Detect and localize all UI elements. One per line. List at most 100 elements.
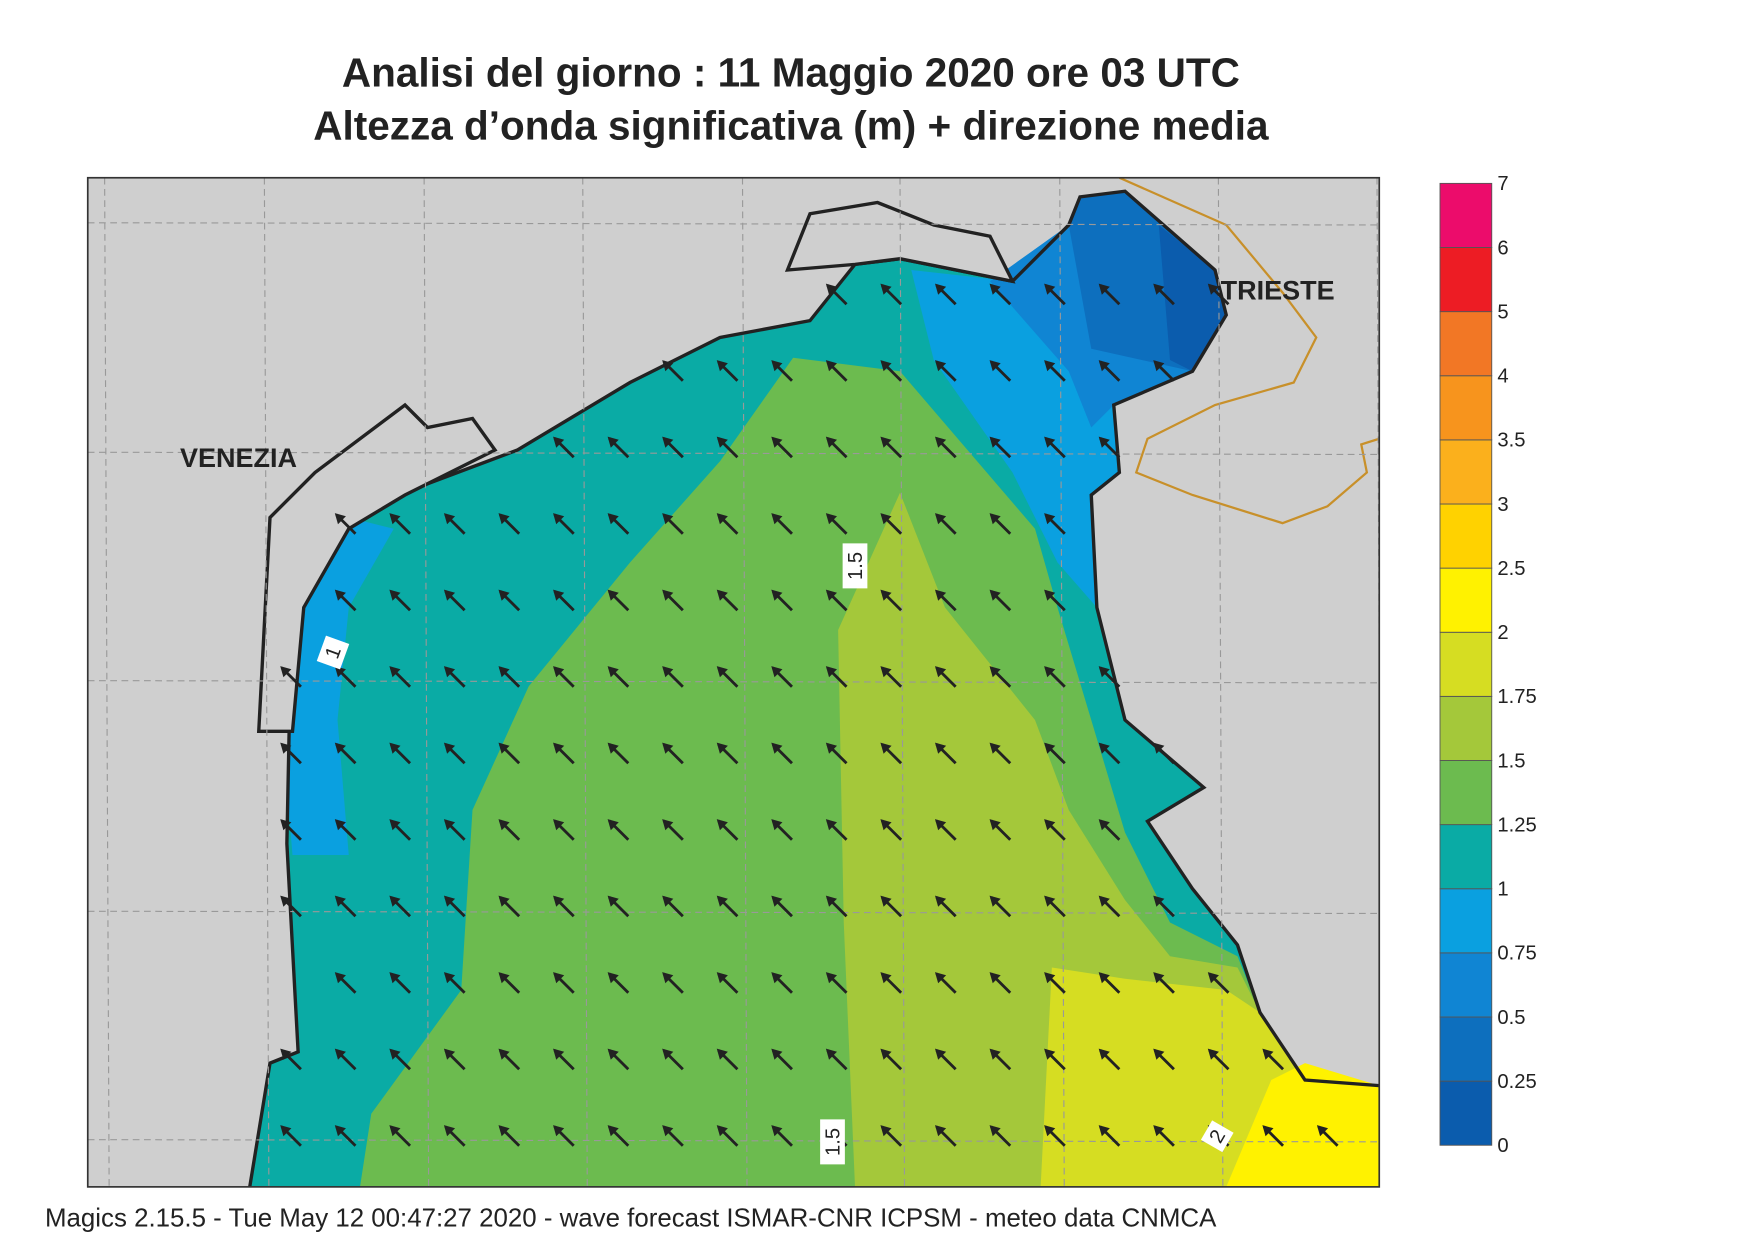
arrow-head <box>389 666 401 678</box>
direction-arrow <box>934 819 957 841</box>
colorbar-box <box>1439 439 1493 505</box>
arrow-head <box>1044 360 1056 372</box>
direction-arrow <box>716 589 739 612</box>
direction-arrow <box>934 513 957 535</box>
arrow-head <box>389 1048 401 1060</box>
arrow-head <box>553 436 565 448</box>
arrow-head <box>389 895 401 907</box>
colorbar-box <box>1439 695 1493 761</box>
direction-arrow <box>553 1048 575 1071</box>
colorbar-label: 1.5 <box>1497 750 1525 772</box>
arrow-head <box>334 895 346 907</box>
arrow-head <box>334 819 346 831</box>
direction-arrow <box>498 666 521 688</box>
arrow-head <box>771 742 783 754</box>
direction-arrow <box>771 1125 793 1147</box>
arrow-head <box>934 360 947 372</box>
arrow-head <box>498 589 510 601</box>
arrow-head <box>498 819 510 831</box>
colorbar-label: 1 <box>1497 879 1508 901</box>
arrow-head <box>1098 283 1110 295</box>
direction-arrow <box>880 436 903 459</box>
colorbar: 0 0.25 0.5 0.75 1 1.25 1.5 1.75 2 2.5 3 3.5 4 5 6 7 <box>1439 173 1537 1157</box>
colorbar-label: 0.25 <box>1497 1071 1536 1093</box>
direction-arrow <box>280 819 302 841</box>
colorbar-label: 0.5 <box>1497 1007 1525 1029</box>
arrow-head <box>553 666 565 678</box>
arrow-head <box>553 513 565 525</box>
direction-arrow <box>662 513 684 535</box>
direction-arrow <box>989 283 1012 306</box>
subtitle: Altezza d’onda significativa (m) + direz… <box>313 103 1269 149</box>
direction-arrow <box>553 666 575 688</box>
direction-arrow <box>880 589 903 612</box>
direction-arrow <box>443 972 466 994</box>
direction-arrow <box>771 1048 793 1071</box>
arrow-head <box>443 895 456 907</box>
arrow-head <box>934 513 947 525</box>
arrow-head <box>880 895 892 907</box>
arrow-head <box>662 360 674 372</box>
arrow-head <box>553 972 565 984</box>
arrow-head <box>553 589 565 601</box>
direction-arrow <box>1098 895 1121 918</box>
direction-arrow <box>1044 360 1066 382</box>
direction-arrow <box>934 972 957 994</box>
zone <box>1158 225 1227 372</box>
arrow-head <box>662 513 674 525</box>
direction-arrow <box>989 972 1012 994</box>
direction-arrow <box>443 819 466 841</box>
direction-arrow <box>389 1125 412 1147</box>
direction-arrow <box>607 972 630 994</box>
direction-arrow <box>771 742 793 765</box>
direction-arrow <box>334 513 357 535</box>
direction-arrow <box>1098 1048 1121 1071</box>
direction-arrow <box>607 666 630 688</box>
arrow-head <box>662 589 674 601</box>
direction-arrow <box>443 666 466 688</box>
arrow-head <box>1153 895 1165 907</box>
direction-arrow <box>607 1125 630 1147</box>
direction-arrow <box>880 666 903 688</box>
direction-arrow <box>1098 1125 1121 1147</box>
arrow-head <box>880 972 892 984</box>
direction-arrow <box>498 742 521 765</box>
direction-arrow <box>716 436 739 459</box>
arrow-head <box>607 1125 619 1137</box>
arrow-head <box>825 742 837 754</box>
direction-arrow <box>1098 819 1121 841</box>
arrow-head <box>716 666 728 678</box>
contour-label: 2 <box>1200 1120 1234 1153</box>
direction-arrow <box>989 436 1012 459</box>
direction-arrow <box>825 1048 848 1071</box>
direction-arrow <box>389 972 412 994</box>
arrow-head <box>1044 283 1056 295</box>
arrow-head <box>1098 972 1110 984</box>
arrow-head <box>1044 589 1056 601</box>
arrow-head <box>989 283 1001 295</box>
arrow-head <box>989 513 1001 525</box>
map-frame <box>86 176 1381 1188</box>
contour-text: 1.5 <box>845 552 867 580</box>
direction-arrow <box>880 513 903 535</box>
arrow-head <box>989 895 1001 907</box>
colorbar-box <box>1439 375 1493 441</box>
direction-arrow <box>1044 972 1066 994</box>
arrow-head <box>443 972 456 984</box>
direction-arrow <box>389 513 412 535</box>
direction-arrow <box>443 589 466 612</box>
direction-arrow <box>716 819 739 841</box>
arrow-head <box>716 972 728 984</box>
arrow-head <box>662 972 674 984</box>
arrow-head <box>716 513 728 525</box>
direction-arrow <box>716 1048 739 1071</box>
arrow-head <box>989 972 1001 984</box>
arrow-head <box>880 283 892 295</box>
direction-arrow <box>716 742 739 765</box>
arrow-head <box>771 895 783 907</box>
direction-arrow <box>662 1125 684 1147</box>
direction-arrow <box>825 589 848 612</box>
arrow-head <box>389 972 401 984</box>
arrow-head <box>1262 1048 1274 1060</box>
